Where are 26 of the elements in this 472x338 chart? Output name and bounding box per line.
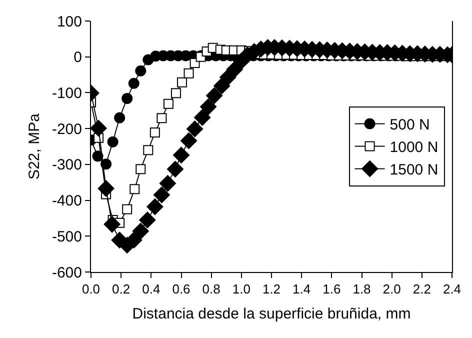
x-tick-label: 0.0 [82, 282, 100, 297]
x-tick-label: 2.4 [442, 282, 462, 297]
y-tick-label: -100 [52, 84, 82, 102]
x-tick-label: 1.0 [232, 282, 250, 297]
legend-label: 1000 N [390, 139, 438, 156]
y-tick-label: -600 [52, 264, 82, 282]
x-tick-label: 1.4 [292, 282, 311, 297]
x-tick-label: 1.8 [352, 282, 371, 297]
x-tick-label: 2.2 [412, 282, 431, 297]
x-tick-label: 1.6 [322, 282, 341, 297]
x-tick-label: 0.6 [172, 282, 190, 297]
y-tick-label: 100 [56, 13, 82, 30]
x-tick-label: 2.0 [382, 282, 401, 297]
x-tick-label: 1.2 [262, 282, 281, 297]
y-tick-label: -200 [52, 120, 82, 138]
x-tick-label: 0.4 [142, 282, 160, 297]
y-tick-label: -300 [52, 156, 82, 174]
legend-label: 500 N [390, 116, 430, 134]
x-axis-title: Distancia desde la superficie bruñida, mm [132, 306, 411, 323]
y-tick-label: -400 [52, 192, 82, 210]
x-tick-label: 0.2 [112, 282, 130, 297]
y-tick-label: -500 [52, 228, 82, 246]
y-axis-title: S22, MPa [26, 112, 44, 180]
legend-label: 1500 N [390, 162, 438, 179]
y-tick-label: 0 [74, 49, 82, 66]
x-tick-label: 0.8 [202, 282, 220, 297]
